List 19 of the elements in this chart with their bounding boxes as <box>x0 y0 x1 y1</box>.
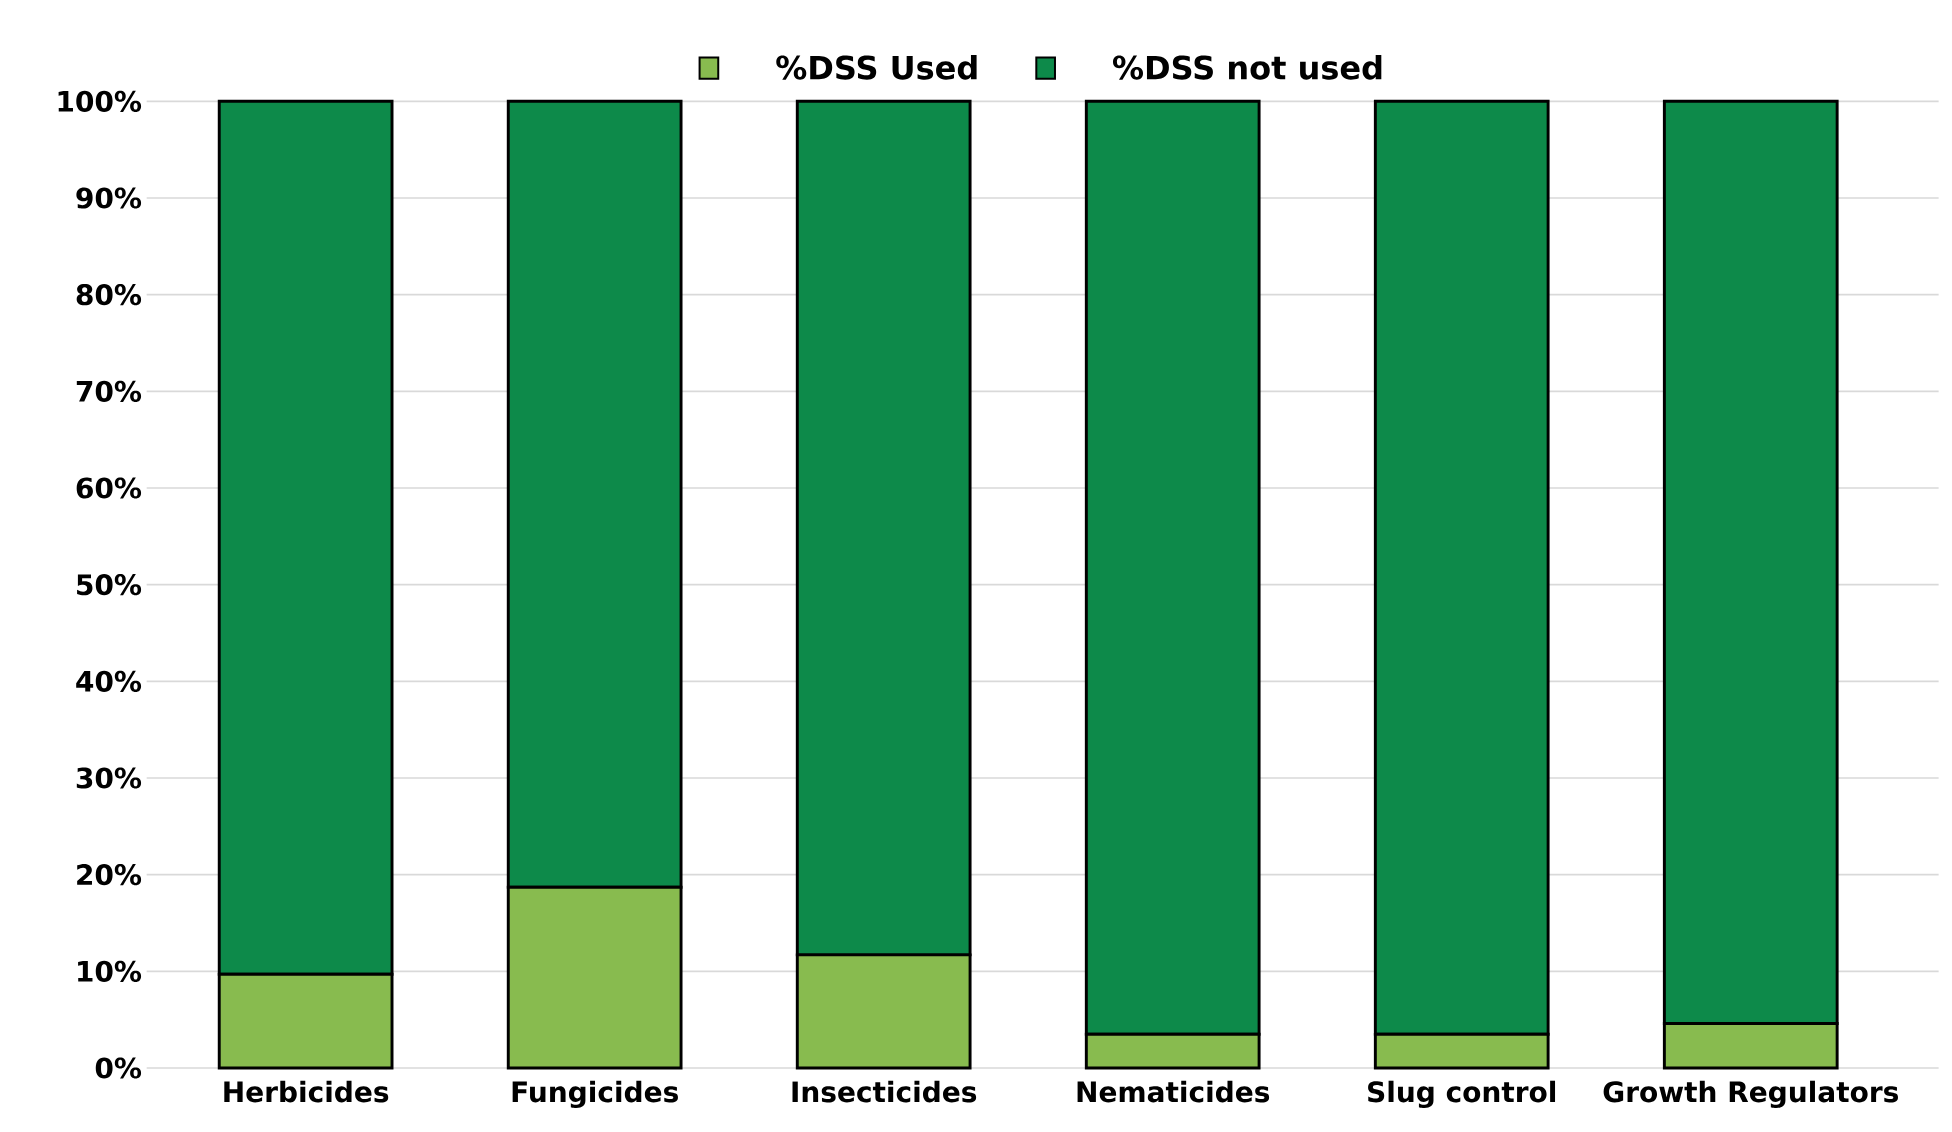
x-tick-label: Slug control <box>1368 1080 1556 1109</box>
y-tick-label: 10% <box>78 960 142 982</box>
y-tick-label: 100% <box>58 90 142 112</box>
y-tick-label: 20% <box>77 864 142 886</box>
x-tick-label: Nematicides <box>1077 1080 1270 1103</box>
y-tick-label: 40% <box>76 670 142 692</box>
y-tick-label: 90% <box>76 187 142 209</box>
x-tick-label: Herbicides <box>224 1080 389 1103</box>
y-tick-label: 30% <box>76 767 142 789</box>
y-tick-label: 0% <box>95 1057 142 1079</box>
y-tick-label: 70% <box>76 380 142 402</box>
x-tick-label: Insecticides <box>792 1080 977 1103</box>
x-tick-label: Growth Regulators <box>1603 1080 1898 1109</box>
legend-label: %DSS Used <box>776 54 977 80</box>
legend-label: %DSS not used <box>1113 54 1382 80</box>
y-tick-label: 60% <box>76 477 142 499</box>
y-tick-label: 80% <box>76 284 142 306</box>
y-tick-label: 50% <box>77 574 142 596</box>
x-tick-label: Fungicides <box>512 1080 678 1109</box>
